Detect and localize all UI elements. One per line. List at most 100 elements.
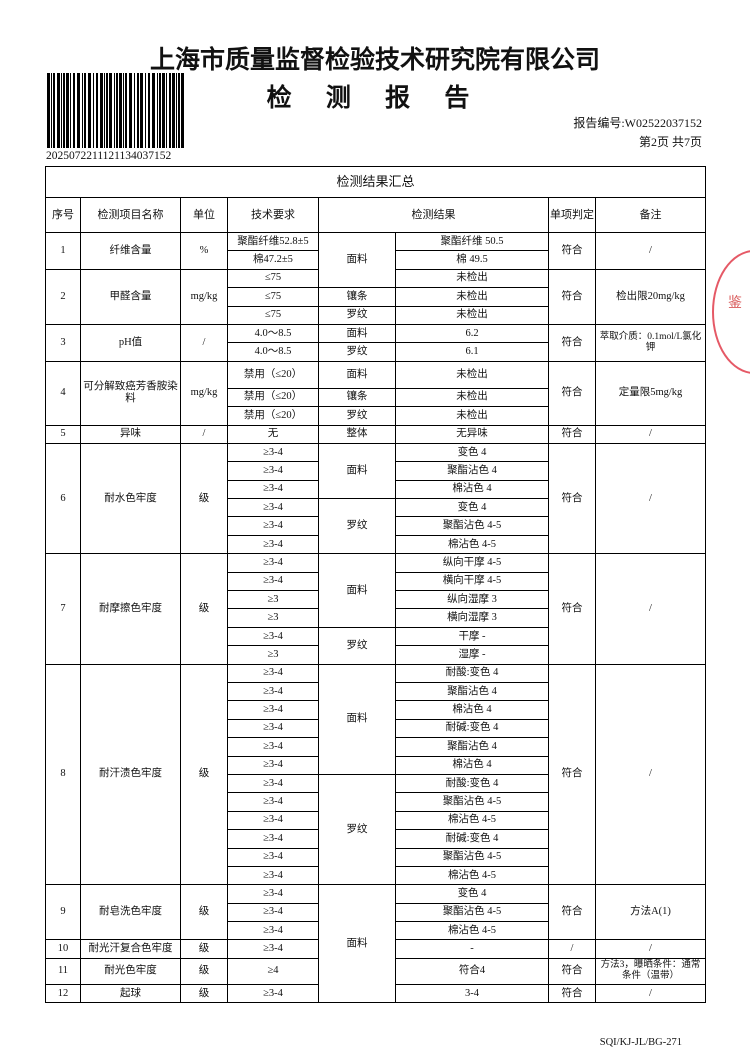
sample-part: 面料 bbox=[318, 360, 396, 389]
requirement: 禁用（≤20） bbox=[227, 387, 319, 408]
col-header-no: 序号 bbox=[45, 197, 81, 233]
test-result: 6.1 bbox=[395, 342, 549, 362]
item-name: 甲醛含量 bbox=[80, 268, 181, 325]
barcode-bar bbox=[82, 73, 83, 148]
table-row: 禁用（≤20） 罗纹 未检出 bbox=[46, 406, 706, 426]
table-row: ≥3-4 棉沾色 4-5 bbox=[46, 810, 706, 831]
barcode-bar bbox=[119, 73, 122, 148]
table-row: ≥3-4 棉沾色 4-5 bbox=[46, 865, 706, 886]
test-result: 聚酯纤维 50.5 bbox=[395, 231, 549, 252]
requirement: 4.0～8.5 bbox=[227, 342, 319, 362]
barcode-bar bbox=[178, 73, 180, 148]
note: / bbox=[594, 553, 707, 665]
requirement: ≥3-4 bbox=[227, 534, 319, 555]
table-row: ≥3-4 罗纹 变色 4 bbox=[46, 498, 706, 555]
requirement: ≤75 bbox=[227, 268, 319, 289]
requirement: 禁用（≤20） bbox=[227, 360, 319, 389]
verdict: 符合 bbox=[548, 957, 596, 985]
table-row: 棉47.2±5 棉 49.5 bbox=[46, 250, 706, 270]
requirement: ≥3-4 bbox=[227, 983, 319, 1004]
verdict: 符合 bbox=[548, 884, 596, 941]
test-result: 纵向湿摩 3 bbox=[395, 590, 549, 610]
col-header-note: 备注 bbox=[594, 197, 707, 233]
table-row: 12 起球级 ≥3-4 3-4 符合 / bbox=[45, 983, 707, 1004]
test-result: 聚酯沾色 4 bbox=[395, 681, 549, 702]
verdict: / bbox=[548, 939, 596, 959]
requirement: ≥3-4 bbox=[227, 663, 319, 683]
col-header-unit: 单位 bbox=[180, 197, 228, 233]
item-name: 耐皂洗色牢度 bbox=[80, 884, 181, 941]
test-result: 棉沾色 4-5 bbox=[395, 865, 549, 886]
barcode-bar bbox=[123, 73, 124, 148]
requirement: ≥3-4 bbox=[227, 939, 319, 959]
note: / bbox=[594, 663, 707, 886]
note: 方法3，曝晒条件：通常条件（温带） bbox=[594, 957, 707, 985]
form-code: SQI/KJ-JL/BG-271 bbox=[599, 1037, 682, 1048]
table-row: 5 异味 / 无整体 无异味 符合 / bbox=[45, 424, 707, 444]
table-row: ≥3 横向湿摩 3 bbox=[46, 608, 706, 628]
barcode-bar bbox=[57, 73, 60, 148]
item-unit: mg/kg bbox=[180, 360, 228, 426]
requirement: ≥3-4 bbox=[227, 700, 319, 720]
test-result: 棉沾色 4 bbox=[395, 755, 549, 775]
organization-name: 上海市质量监督检验技术研究院有限公司 bbox=[149, 47, 600, 74]
test-result: 聚酯沾色 4-5 bbox=[395, 516, 549, 536]
barcode-bar bbox=[172, 73, 175, 148]
item-unit: 级 bbox=[180, 553, 228, 665]
barcode bbox=[47, 73, 184, 148]
requirement: ≥3-4 bbox=[227, 755, 319, 775]
test-result: 变色 4 bbox=[395, 884, 549, 904]
item-unit: 级 bbox=[180, 442, 228, 555]
test-result: 聚酯沾色 4-5 bbox=[395, 792, 549, 812]
test-result: 未检出 bbox=[395, 287, 549, 307]
col-header-result: 检测结果 bbox=[318, 197, 549, 233]
item-unit: % bbox=[180, 232, 228, 270]
item-unit: 级 bbox=[180, 939, 228, 959]
barcode-bar bbox=[116, 73, 118, 148]
sample-part: 罗纹 bbox=[318, 626, 396, 665]
test-result: 棉 49.5 bbox=[395, 250, 549, 270]
table-row: ≤75 镶条 未检出 bbox=[46, 287, 706, 307]
test-result: 变色 4 bbox=[395, 442, 549, 463]
verdict: 符合 bbox=[548, 268, 596, 325]
col-header-requirement: 技术要求 bbox=[227, 197, 319, 233]
verdict: 符合 bbox=[548, 424, 596, 444]
requirement: ≥4 bbox=[227, 957, 319, 985]
sample-part: 面料 bbox=[318, 663, 396, 775]
requirement: ≥3-4 bbox=[227, 442, 319, 463]
requirement: 禁用（≤20） bbox=[227, 406, 319, 426]
requirement: ≥3-4 bbox=[227, 792, 319, 812]
requirement: 聚酯纤维52.8±5 bbox=[227, 231, 319, 252]
item-name: pH值 bbox=[80, 323, 181, 362]
requirement: ≥3-4 bbox=[227, 847, 319, 867]
barcode-bar bbox=[125, 73, 127, 148]
red-seal-stamp: 鉴 bbox=[712, 250, 750, 374]
test-result: 纵向干摩 4-5 bbox=[395, 553, 549, 573]
requirement: ≥3 bbox=[227, 590, 319, 610]
item-name: 耐水色牢度 bbox=[80, 442, 181, 555]
barcode-bar bbox=[109, 73, 112, 148]
barcode-bar bbox=[104, 73, 105, 148]
requirement: ≥3-4 bbox=[227, 553, 319, 573]
requirement: ≥3-4 bbox=[227, 571, 319, 592]
requirement: ≥3-4 bbox=[227, 479, 319, 500]
requirement: ≥3-4 bbox=[227, 498, 319, 518]
test-result: 聚酯沾色 4 bbox=[395, 737, 549, 757]
item-name: 异味 bbox=[80, 424, 181, 444]
requirement: ≥3-4 bbox=[227, 516, 319, 536]
test-result: 耐酸:变色 4 bbox=[395, 663, 549, 683]
barcode-number: 2025072211121134037152 bbox=[46, 150, 172, 162]
note: 检出限20mg/kg bbox=[594, 268, 707, 325]
barcode-bar bbox=[47, 73, 50, 148]
item-unit: / bbox=[180, 323, 228, 362]
test-result: 无异味 bbox=[395, 424, 549, 444]
barcode-bar bbox=[88, 73, 91, 148]
note: 方法A(1) bbox=[594, 884, 707, 941]
col-header-verdict: 单项判定 bbox=[548, 197, 596, 233]
barcode-bar bbox=[129, 73, 132, 148]
requirement: ≥3-4 bbox=[227, 921, 319, 941]
barcode-bar bbox=[73, 73, 75, 148]
barcode-bar bbox=[159, 73, 161, 148]
